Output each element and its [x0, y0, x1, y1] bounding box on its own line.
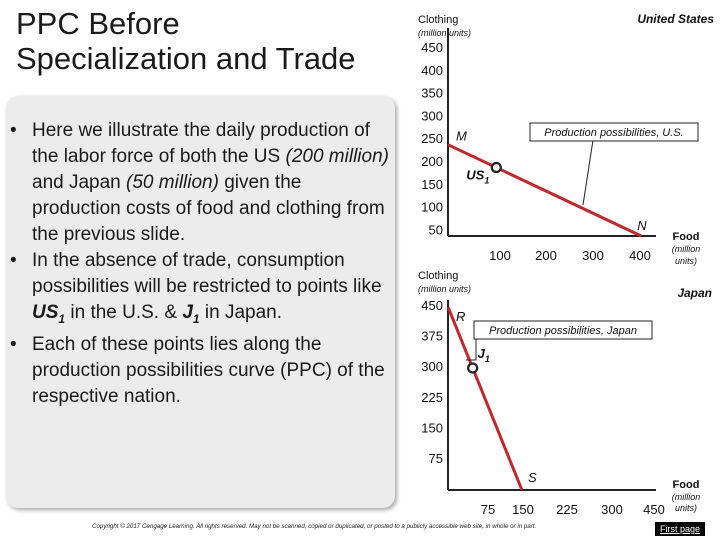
japan-xlabel: Food [673, 479, 700, 491]
us-ylabel: Clothing [418, 14, 458, 26]
japan-point-label-text: J [478, 346, 486, 361]
us-point-label-text: US [466, 168, 484, 183]
japan-point-label: J1 [478, 346, 490, 364]
japan-point-label: R [456, 309, 465, 324]
bullet-text: US [32, 302, 59, 323]
japan-xlabel-unit: units) [675, 503, 697, 513]
us-point-marker [490, 161, 502, 174]
us-xlabel: Food [673, 231, 700, 243]
copyright-notice: Copyright © 2017 Cengage Learning. All r… [92, 523, 537, 530]
us-annotation-box [529, 122, 699, 142]
first-page-button[interactable]: First page [655, 522, 705, 536]
bullet-dot: • [10, 333, 17, 355]
japan-ylabel-unit: (million units) [418, 284, 471, 294]
japan-x-tick-label: 225 [556, 502, 578, 517]
bullet-list: • Here we illustrate the daily production… [10, 118, 395, 410]
japan-point-label-sub: 1 [485, 354, 490, 364]
japan-point-marker [467, 362, 479, 374]
japan-series-label: Production possibilities, Japan [489, 325, 637, 337]
bullet-text: Each of these points lies along the prod… [32, 333, 385, 407]
bullet-text: in Japan. [199, 302, 282, 323]
us-y-tick-label: 100 [421, 200, 443, 215]
bullet-text: given the production costs of food and c… [32, 172, 385, 245]
us-point-label: US1 [466, 168, 489, 186]
us-y-tick-label: 300 [421, 108, 443, 123]
japan-ylabel: Clothing [418, 270, 458, 282]
japan-x-tick-label: 300 [601, 502, 623, 517]
japan-y-tick-label: 225 [421, 390, 443, 405]
japan-ppc-line [446, 306, 524, 491]
bullet-dot: • [10, 120, 17, 141]
us-ppc-line [447, 143, 642, 238]
us-series-label: Production possibilities, U.S. [544, 127, 683, 139]
slide-title-line1: PPC Before [16, 6, 180, 41]
us-y-tick-label: 250 [421, 131, 443, 146]
us-annotation-leader [582, 139, 642, 206]
bullet-text: 1 [192, 311, 200, 326]
bullet-item: • Each of these points lies along the pro… [10, 332, 395, 410]
japan-chart-title: Japan [677, 286, 712, 300]
us-y-tick-label: 200 [421, 154, 443, 169]
japan-point-label: S [528, 470, 537, 485]
us-point-label: M [456, 129, 467, 144]
slide-title-line2: Specialization and Trade [16, 41, 356, 76]
us-x-tick-label: 200 [535, 248, 557, 263]
us-x-tick-label: 100 [489, 248, 511, 263]
bullet-dot: • [10, 250, 17, 271]
bullet-text: J [182, 302, 193, 323]
japan-annotation-leader [466, 336, 477, 361]
japan-y-tick-label: 300 [421, 359, 443, 374]
japan-x-tick-label: 150 [512, 502, 534, 517]
japan-y-tick-label: 450 [421, 298, 443, 313]
ppc-charts: United States Clothing (million units) Food… [418, 12, 714, 517]
us-x-tick-label: 300 [582, 248, 604, 263]
bullet-text: (50 million) [126, 172, 219, 193]
bullet-text: Here we illustrate the daily production … [32, 120, 370, 167]
japan-x-tick-label: 75 [481, 502, 495, 517]
bullet-text: (200 million) [285, 146, 389, 167]
us-x-tick-label: 400 [629, 248, 651, 263]
bullet-text: in the U.S. & [65, 302, 183, 323]
us-xlabel-unit: units) [675, 256, 697, 266]
bullet-panel [6, 96, 395, 508]
slide-title: PPC Before Specialization and Trade [16, 6, 396, 76]
us-y-tick-label: 150 [421, 177, 443, 192]
us-xlabel-unit: (million [672, 244, 701, 254]
us-point-label-sub: 1 [484, 176, 489, 186]
bullet-text: 1 [58, 311, 66, 326]
japan-xlabel-unit: (million [672, 492, 701, 502]
bullet-item: • Here we illustrate the daily production… [10, 118, 395, 248]
bullet-item: • In the absence of trade, consumption po… [10, 248, 395, 332]
us-y-tick-label: 400 [421, 63, 443, 78]
japan-y-tick-label: 75 [429, 451, 443, 466]
us-y-tick-label: 50 [429, 222, 443, 237]
japan-y-tick-label: 375 [421, 329, 443, 344]
bullet-text: In the absence of trade, consumption pos… [32, 250, 382, 297]
japan-y-tick-label: 150 [421, 420, 443, 435]
japan-annotation-box [473, 320, 653, 340]
bullet-text: and Japan [32, 172, 127, 193]
us-ylabel-unit: (million units) [418, 28, 471, 38]
us-y-tick-label: 350 [421, 86, 443, 101]
us-chart-title: United States [637, 12, 714, 26]
us-y-tick-label: 450 [421, 40, 443, 55]
japan-x-tick-label: 450 [643, 502, 665, 517]
us-point-label: N [637, 218, 647, 233]
